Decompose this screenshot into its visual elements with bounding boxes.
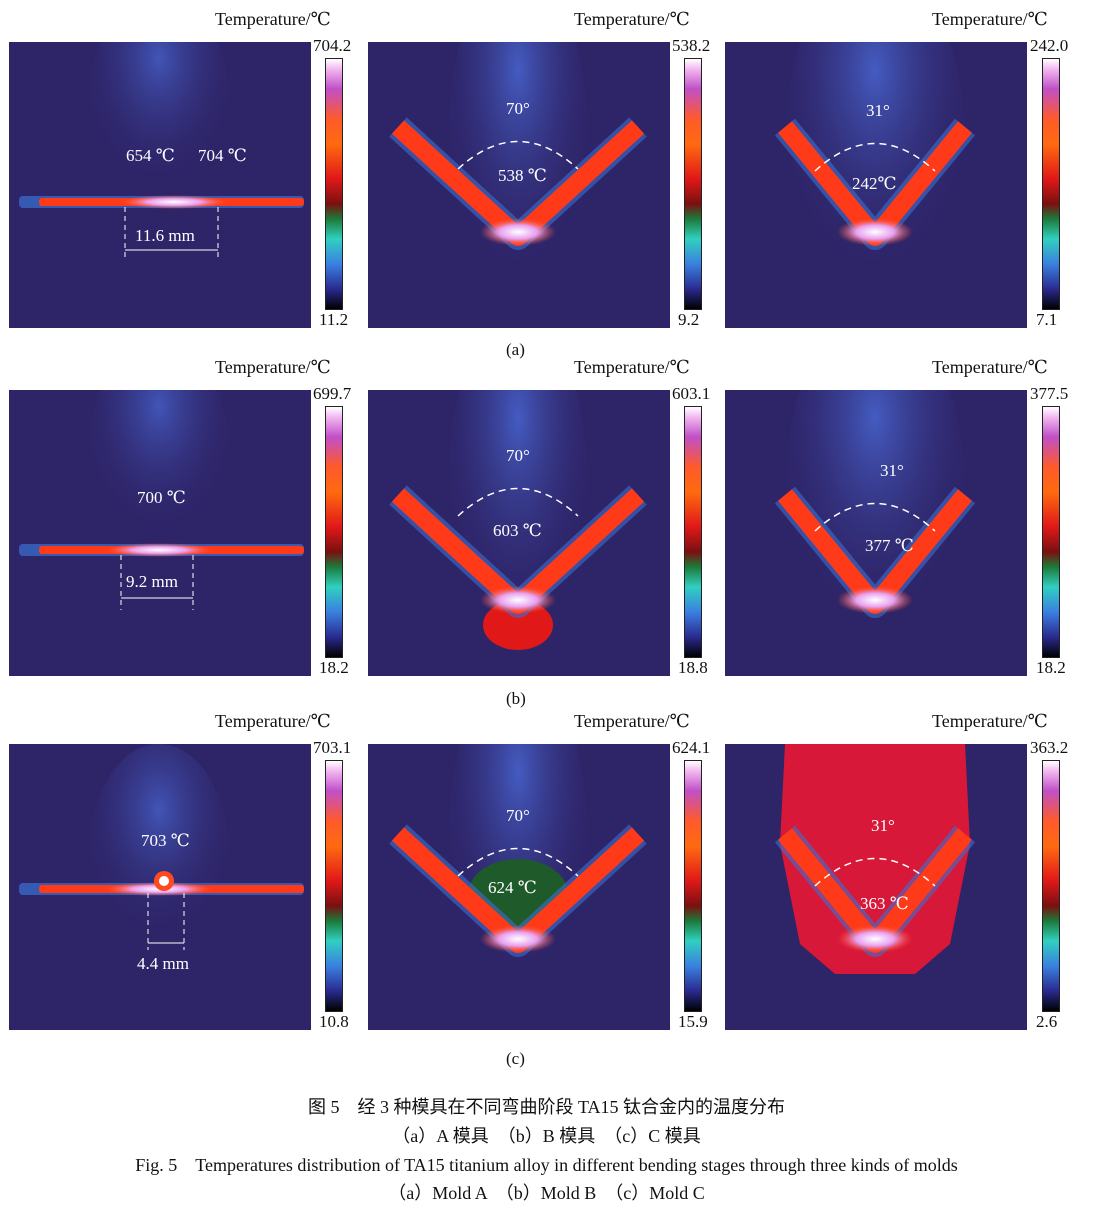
temperature-annotation: 704 ℃ — [198, 146, 247, 165]
dimension-label: 9.2 mm — [126, 572, 178, 591]
colorbar-min-label: 9.2 — [678, 310, 700, 329]
panel-row-label: (b) — [506, 689, 526, 708]
colorbar-title: Temperature/℃ — [215, 9, 331, 29]
colorbar-max-label: 538.2 — [672, 36, 711, 55]
temperature-annotation: 703 ℃ — [141, 831, 190, 850]
thermal-image — [9, 390, 311, 676]
colorbar-min-label: 18.2 — [319, 658, 349, 677]
temperature-colorbar — [1042, 760, 1060, 1012]
colorbar-max-label: 242.0 — [1030, 36, 1069, 55]
colorbar-title: Temperature/℃ — [932, 711, 1048, 731]
colorbar-title: Temperature/℃ — [932, 357, 1048, 377]
bend-angle-label: 31° — [871, 816, 895, 835]
temperature-annotation: 538 ℃ — [498, 166, 547, 185]
temperature-annotation: 242℃ — [852, 174, 897, 193]
colorbar-title: Temperature/℃ — [574, 711, 690, 731]
dimension-marker — [147, 893, 185, 950]
temperature-annotation: 377 ℃ — [865, 536, 914, 555]
dimension-marker — [120, 555, 194, 610]
colorbar-max-label: 377.5 — [1030, 384, 1069, 403]
temperature-annotation: 603 ℃ — [493, 521, 542, 540]
colorbar-max-label: 704.2 — [313, 36, 352, 55]
thermal-shape — [19, 744, 304, 964]
thermal-image — [725, 744, 1027, 1030]
colorbar-title: Temperature/℃ — [215, 357, 331, 377]
colorbar-title: Temperature/℃ — [574, 357, 690, 377]
temperature-colorbar — [1042, 58, 1060, 310]
temperature-colorbar — [684, 406, 702, 658]
angle-arc — [814, 857, 936, 887]
colorbar-min-label: 18.2 — [1036, 658, 1066, 677]
thermal-image — [368, 390, 670, 676]
temperature-colorbar — [684, 760, 702, 1012]
colorbar-min-label: 15.9 — [678, 1012, 708, 1031]
bend-angle-label: 70° — [506, 99, 530, 118]
angle-arc — [457, 487, 579, 517]
colorbar-min-label: 11.2 — [319, 310, 349, 329]
colorbar-title: Temperature/℃ — [932, 9, 1048, 29]
thermal-shape — [774, 42, 976, 322]
thermal-shape — [19, 42, 304, 212]
caption-cn-subtitle: （a）A 模具 （b）B 模具 （c）C 模具 — [392, 1126, 701, 1146]
temperature-annotation: 700 ℃ — [137, 488, 186, 507]
bend-angle-label: 70° — [506, 806, 530, 825]
bend-angle-label: 70° — [506, 446, 530, 465]
temperature-colorbar — [325, 406, 343, 658]
thermal-shape — [389, 42, 647, 322]
panel-row-label: (c) — [506, 1049, 525, 1068]
angle-arc — [814, 502, 936, 532]
colorbar-max-label: 703.1 — [313, 738, 352, 757]
thermal-image — [725, 390, 1027, 676]
colorbar-max-label: 624.1 — [672, 738, 711, 757]
colorbar-min-label: 10.8 — [319, 1012, 349, 1031]
colorbar-max-label: 699.7 — [313, 384, 352, 403]
thermal-image — [368, 744, 670, 1030]
temperature-annotation: 363 ℃ — [860, 894, 909, 913]
colorbar-title: Temperature/℃ — [215, 711, 331, 731]
caption-en-title: Fig. 5 Temperatures distribution of TA15… — [135, 1155, 958, 1175]
colorbar-min-label: 7.1 — [1036, 310, 1058, 329]
thermal-image — [9, 42, 311, 328]
temperature-colorbar — [1042, 406, 1060, 658]
angle-arc — [814, 142, 936, 172]
thermal-shape — [774, 744, 976, 1024]
caption-en-subtitle: （a）Mold A （b）Mold B （c）Mold C — [388, 1183, 705, 1203]
temperature-annotation: 624 ℃ — [488, 878, 537, 897]
temperature-colorbar — [684, 58, 702, 310]
colorbar-max-label: 363.2 — [1030, 738, 1069, 757]
bend-angle-label: 31° — [866, 101, 890, 120]
dimension-label: 4.4 mm — [137, 954, 189, 973]
thermal-image — [725, 42, 1027, 328]
colorbar-max-label: 603.1 — [672, 384, 711, 403]
thermal-image — [368, 42, 670, 328]
angle-arc — [457, 140, 579, 170]
colorbar-min-label: 2.6 — [1036, 1012, 1058, 1031]
colorbar-min-label: 18.8 — [678, 658, 708, 677]
dimension-label: 11.6 mm — [135, 226, 195, 245]
bend-angle-label: 31° — [880, 461, 904, 480]
temperature-annotation: 654 ℃ — [126, 146, 175, 165]
thermal-image — [9, 744, 311, 1030]
caption-cn-title: 图 5 经 3 种模具在不同弯曲阶段 TA15 钛合金内的温度分布 — [307, 1097, 786, 1117]
thermal-shape — [774, 390, 976, 670]
thermal-shape — [389, 744, 647, 1024]
dimension-marker — [124, 207, 219, 260]
temperature-colorbar — [325, 760, 343, 1012]
angle-arc — [457, 847, 579, 877]
colorbar-title: Temperature/℃ — [574, 9, 690, 29]
thermal-shape — [389, 390, 647, 670]
temperature-colorbar — [325, 58, 343, 310]
thermal-shape — [19, 390, 304, 560]
panel-row-label: (a) — [506, 340, 525, 359]
